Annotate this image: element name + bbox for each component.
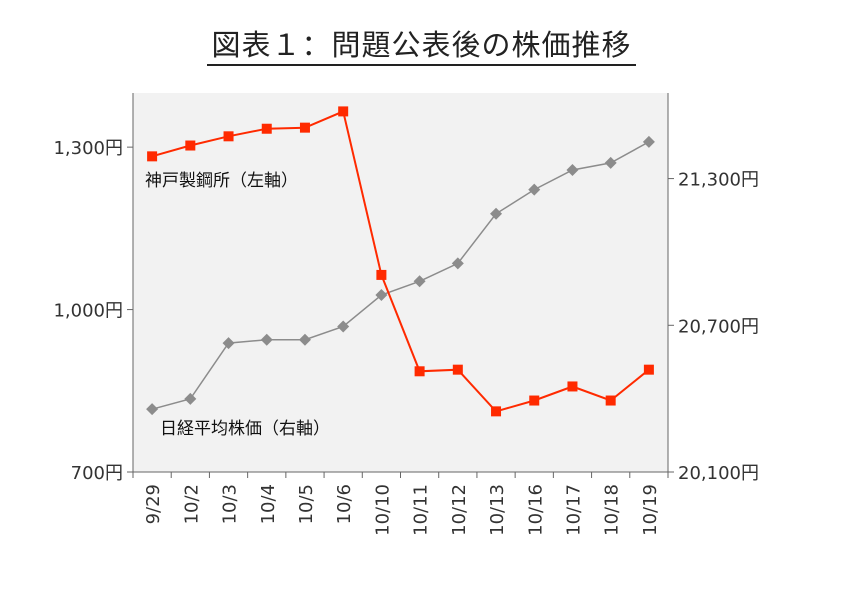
series-label-kobe-steel: 神戸製鋼所（左軸） [145, 171, 298, 191]
x-tick-label: 10/18 [602, 484, 623, 536]
x-tick-label: 10/3 [220, 484, 241, 524]
data-point-square [376, 269, 387, 280]
x-tick-label: 10/10 [372, 484, 393, 536]
data-point-diamond [222, 337, 235, 350]
data-point-square [147, 151, 158, 162]
data-point-square [223, 131, 234, 142]
series-kobe-steel [147, 106, 654, 417]
x-tick-label: 10/5 [296, 484, 317, 524]
series-group [146, 106, 655, 417]
x-tick-label: 10/2 [181, 484, 202, 524]
right-tick-label: 21,300円 [678, 170, 759, 191]
x-tick-label: 10/13 [487, 484, 508, 536]
data-point-square [529, 395, 540, 406]
series-line [151, 110, 650, 413]
data-point-square [261, 123, 272, 134]
data-point-square [567, 381, 578, 392]
x-tick-label: 10/17 [563, 484, 584, 536]
data-point-diamond [642, 135, 655, 148]
data-point-square [643, 364, 654, 375]
data-point-square [414, 366, 425, 377]
data-point-square [185, 140, 196, 151]
data-point-diamond [337, 320, 350, 333]
data-point-diamond [413, 275, 426, 288]
data-point-diamond [184, 392, 197, 405]
data-point-diamond [260, 333, 273, 346]
x-tick-label: 10/4 [258, 484, 279, 524]
x-tick-label: 10/6 [334, 484, 355, 524]
data-point-diamond [146, 403, 159, 416]
x-tick-label: 10/12 [449, 484, 470, 536]
plot-area [133, 93, 668, 472]
x-tick-label: 9/29 [143, 484, 164, 524]
data-point-square [605, 395, 616, 406]
x-axis-ticks [132, 472, 669, 478]
data-point-square [338, 106, 349, 117]
x-tick-label: 10/19 [640, 484, 661, 536]
right-axis-ticks: 20,100円 20,700円 21,300円 [668, 170, 759, 484]
series-label-nikkei: 日経平均株価（右軸） [160, 419, 330, 439]
data-point-square [299, 122, 310, 133]
right-tick-label: 20,100円 [678, 463, 759, 484]
data-point-diamond [298, 333, 311, 346]
series-line [151, 141, 650, 410]
x-axis-labels: 9/29 10/2 10/3 10/4 10/5 10/6 10/10 10/11 10/12 1… [143, 484, 661, 536]
data-point-diamond [566, 164, 579, 177]
right-tick-label: 20,700円 [678, 316, 759, 337]
data-point-diamond [528, 183, 541, 196]
data-point-diamond [490, 207, 503, 220]
data-point-diamond [604, 156, 617, 169]
x-tick-label: 10/11 [411, 484, 432, 536]
data-point-square [491, 406, 502, 417]
left-tick-label: 700円 [71, 463, 123, 484]
data-point-diamond [451, 257, 464, 270]
left-tick-label: 1,300円 [53, 138, 123, 159]
left-axis-ticks: 700円 1,000円 1,300円 [53, 138, 133, 484]
data-point-diamond [375, 288, 388, 301]
chart-title-text: 図表１：問題公表後の株価推移 [207, 28, 636, 66]
x-tick-label: 10/16 [525, 484, 546, 536]
data-point-square [452, 364, 463, 375]
left-tick-label: 1,000円 [53, 301, 123, 322]
chart-title: 図表１：問題公表後の株価推移 [0, 22, 843, 66]
series-nikkei [146, 135, 655, 416]
